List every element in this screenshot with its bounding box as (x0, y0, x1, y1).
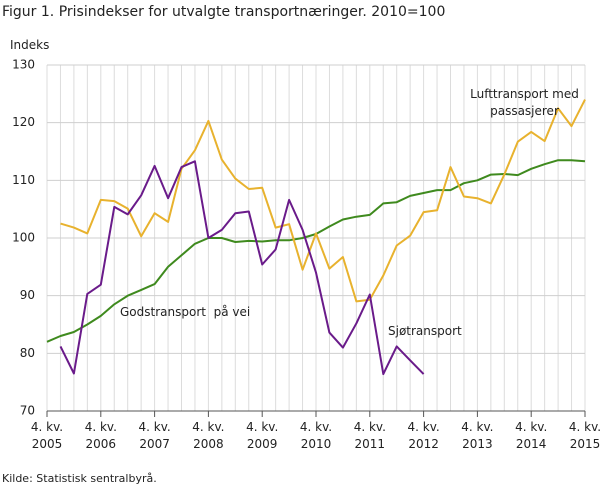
series-line (59, 160, 425, 376)
chart-title: Figur 1. Prisindekser for utvalgte trans… (2, 4, 446, 20)
series-label: Godstransport på vei (120, 305, 251, 319)
y-tick-label: 80 (20, 346, 35, 360)
x-tick-label: 4. kv. 2013 (461, 420, 494, 451)
y-tick-label: 100 (12, 231, 35, 245)
series-label: Sjøtransport (388, 324, 462, 338)
x-tick-label: 4. kv. 2009 (246, 420, 279, 451)
x-tick-label: 4. kv. 2012 (407, 420, 440, 451)
x-tick-label: 4. kv. 2008 (192, 420, 225, 451)
series-label: Lufttransport med passasjerer (470, 87, 579, 118)
y-tick-label: 130 (12, 58, 35, 72)
y-axis-label: Indeks (10, 38, 50, 52)
y-tick-label: 120 (12, 115, 35, 129)
x-tick-label: 4. kv. 2011 (353, 420, 386, 451)
x-tick-label: 4. kv. 2005 (30, 420, 64, 451)
y-tick-label: 110 (12, 173, 35, 187)
x-tick-label: 4. kv. 2015 (568, 420, 602, 451)
x-tick-label: 4. kv. 2007 (138, 420, 171, 451)
y-tick-label: 90 (20, 288, 35, 302)
source: Kilde: Statistisk sentralbyrå. (2, 472, 157, 485)
x-tick-label: 4. kv. 2006 (84, 420, 117, 451)
x-tick-label: 4. kv. 2014 (515, 420, 548, 451)
series-line (60, 99, 586, 303)
y-tick-label: 70 (20, 404, 35, 418)
x-tick-label: 4. kv. 2010 (299, 420, 333, 451)
